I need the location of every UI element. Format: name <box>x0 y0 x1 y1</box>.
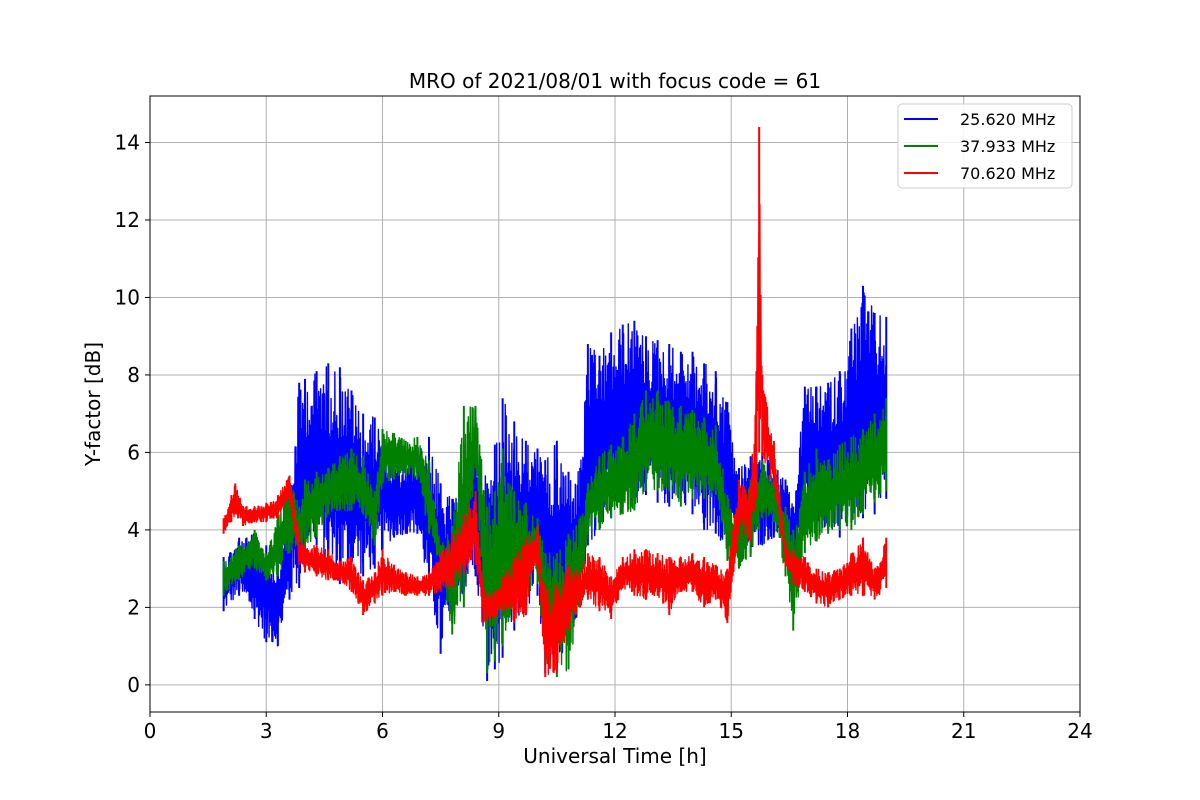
y-tick-label: 10 <box>115 285 140 309</box>
y-tick-label: 2 <box>127 595 140 619</box>
x-axis-label: Universal Time [h] <box>523 744 706 768</box>
legend: 25.620 MHz 37.933 MHz 70.620 MHz <box>897 103 1073 189</box>
x-tick-label: 24 <box>1067 719 1092 743</box>
series-2 <box>222 126 888 678</box>
chart-title: MRO of 2021/08/01 with focus code = 61 <box>409 69 821 93</box>
x-tick-label: 6 <box>376 719 389 743</box>
y-tick-label: 8 <box>127 363 140 387</box>
y-tick-label: 6 <box>127 440 140 464</box>
y-tick-label: 4 <box>127 518 140 542</box>
legend-label: 70.620 MHz <box>960 164 1055 183</box>
x-tick-label: 15 <box>719 719 744 743</box>
y-tick-label: 14 <box>115 130 140 154</box>
x-tick-label: 21 <box>951 719 976 743</box>
legend-label: 37.933 MHz <box>960 137 1055 156</box>
legend-box <box>897 103 1073 189</box>
x-tick-label: 12 <box>602 719 627 743</box>
x-tick-label: 9 <box>492 719 505 743</box>
series-line <box>222 204 887 676</box>
x-tick-label: 3 <box>260 719 273 743</box>
y-tick-label: 0 <box>127 673 140 697</box>
y-axis-label: Y-factor [dB] <box>81 342 105 467</box>
legend-label: 25.620 MHz <box>960 110 1055 129</box>
series-layer <box>222 126 888 682</box>
x-tick-label: 0 <box>144 719 157 743</box>
x-tick-label: 18 <box>835 719 860 743</box>
y-tick-label: 12 <box>115 208 140 232</box>
